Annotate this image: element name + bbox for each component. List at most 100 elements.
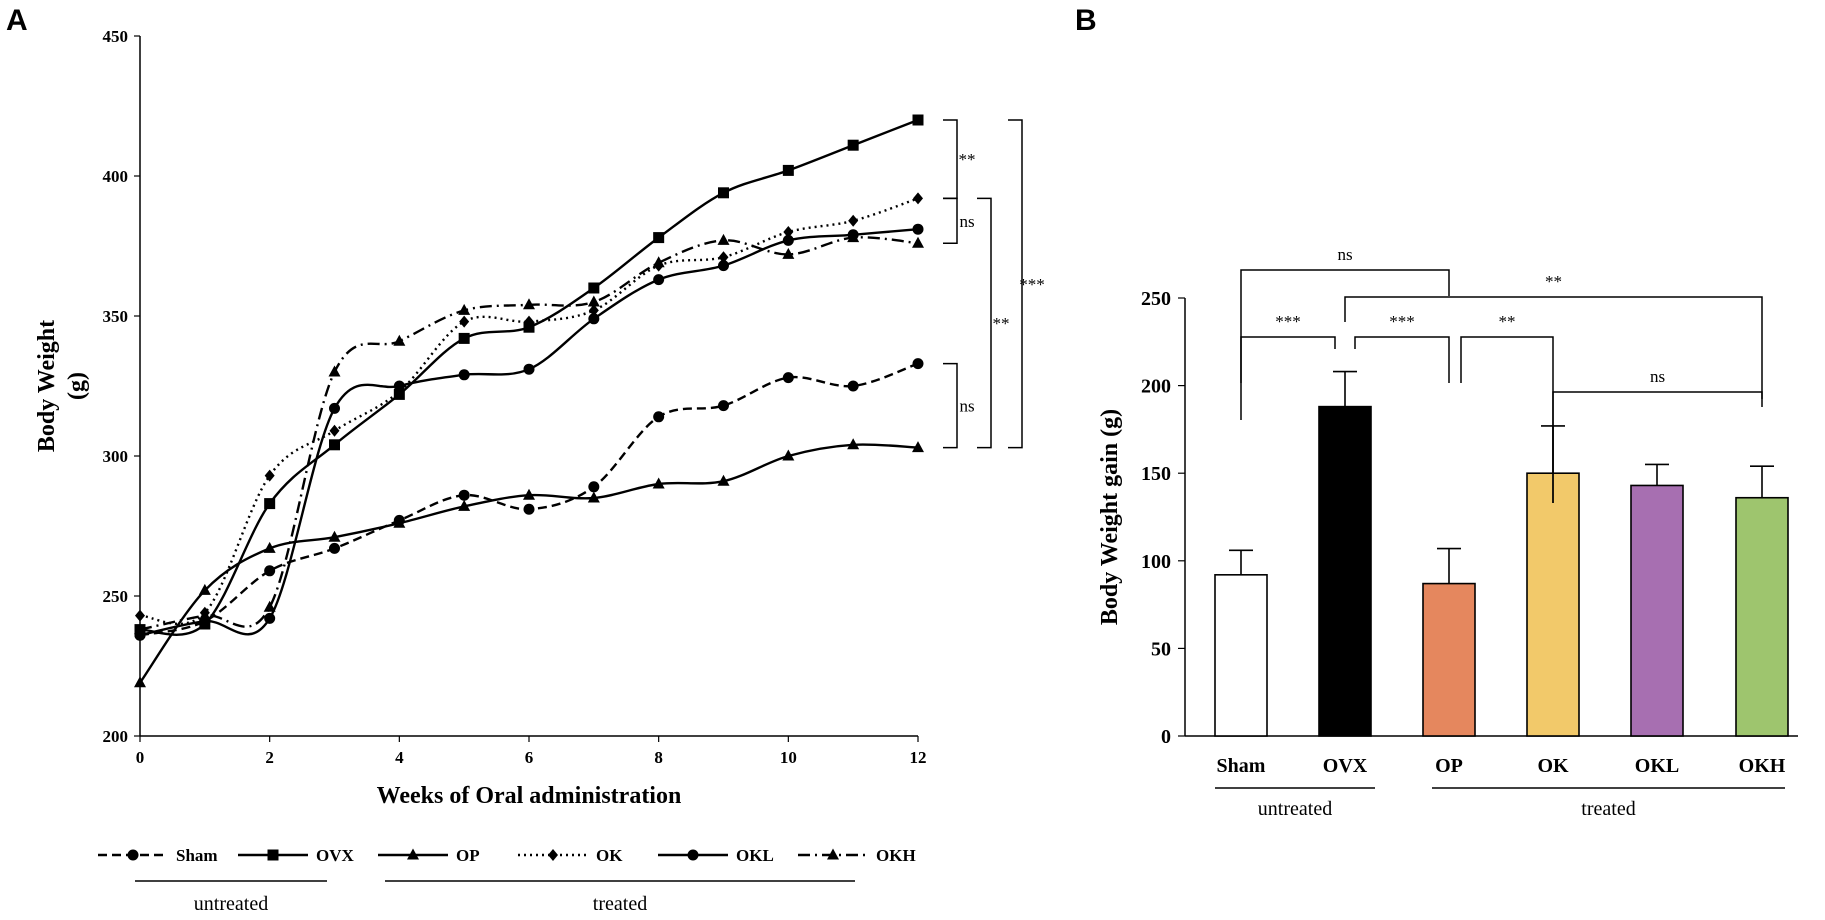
legend-ovx-label: OVX [316, 846, 355, 865]
series-okh-point [587, 295, 600, 307]
series-op-point [134, 676, 146, 688]
series-okh-point [523, 298, 535, 310]
y-axis-title-line: (g) [64, 372, 90, 400]
legend-okh-marker [827, 848, 839, 860]
x-tick-label-ovx: OVX [1323, 755, 1368, 777]
y-tick-label: 450 [103, 27, 129, 46]
bar-sham [1214, 574, 1268, 737]
series-ok-point [913, 192, 923, 205]
series-okh-point [458, 303, 471, 315]
series-okl-point [393, 380, 405, 392]
significance-label: ns [959, 212, 974, 231]
panel-a-line-chart: 200 250 300 350 400 450 0 2 4 6 8 10 12 Weeks of Oral… [34, 27, 1045, 915]
series-ovx-point [653, 232, 665, 244]
series-ovx-point [329, 439, 340, 451]
y-tick-label: 50 [1151, 638, 1171, 660]
significance-bracket [943, 119, 958, 200]
legend-group-untreated-label: untreated [194, 893, 268, 915]
series-sham-point [458, 489, 470, 501]
series-ok-point [459, 315, 470, 328]
x-tick-label: 2 [265, 748, 274, 767]
series-op-point [393, 516, 406, 528]
series-sham-point [653, 411, 665, 423]
series-okh-point [847, 231, 860, 243]
significance-label: *** [1019, 275, 1045, 294]
series-sham-point [329, 542, 340, 554]
series-op-point [587, 491, 600, 503]
series-ok-point [848, 214, 859, 227]
series-okh-point [782, 247, 795, 259]
x-tick-label: 8 [654, 748, 663, 767]
series-okl-point [458, 369, 470, 381]
series-ok-point [135, 609, 145, 622]
panel-b-label: B [1075, 4, 1097, 37]
series-ovx-point [264, 498, 276, 510]
series-op-point [912, 441, 924, 453]
legend-group-treated-label: treated [593, 893, 647, 915]
significance-label: ** [993, 314, 1010, 333]
significance-bracket [943, 197, 958, 244]
series-okh-point [717, 233, 730, 245]
series-sham-point [782, 372, 794, 384]
series-op-point [847, 438, 860, 450]
y-tick-label: 350 [103, 307, 129, 326]
series-ok-point [329, 424, 340, 437]
significance-bracket [1344, 296, 1763, 399]
series-ovx-point [458, 332, 470, 344]
x-tick-label-okl: OKL [1635, 755, 1679, 777]
y-tick-label: 300 [103, 447, 129, 466]
x-tick-label-ok: OK [1537, 755, 1569, 777]
significance-bracket [1240, 336, 1336, 383]
series-okl-point [718, 260, 729, 272]
significance-label: ns [1337, 245, 1352, 264]
series-op-point [782, 449, 795, 461]
series-ovx-line [139, 118, 919, 636]
series-op-point [652, 477, 665, 489]
y-tick-label: 150 [1141, 463, 1171, 485]
series-sham-point [912, 358, 924, 370]
series-op-point [523, 488, 535, 500]
series-ok-point [783, 226, 794, 238]
legend-okl-marker [687, 849, 699, 861]
significance-label: *** [1275, 312, 1301, 331]
panel-a-label: A [6, 4, 28, 37]
y-axis-title: Body Weight (g) [34, 320, 90, 452]
significance-label: *** [1389, 312, 1415, 331]
x-axis-title: Weeks of Oral administration [377, 783, 682, 809]
x-tick-label: 10 [780, 748, 797, 767]
bar-okh [1735, 496, 1789, 737]
series-okl-point [264, 612, 276, 624]
y-axis-title-line: Body Weight [34, 320, 60, 452]
x-tick-label-okh: OKH [1739, 755, 1786, 777]
series-ovx-point [782, 164, 794, 176]
series-sham-point [264, 565, 276, 577]
series-op-point [263, 541, 276, 553]
series-sham-point [718, 400, 729, 412]
legend-ovx-marker [267, 849, 279, 861]
series-okh-point [134, 623, 146, 635]
series-okh-point [912, 236, 924, 248]
series-okl-point [329, 402, 340, 414]
series-okl-point [523, 363, 535, 375]
series-ok-point [524, 315, 534, 328]
series-sham-point [588, 481, 600, 493]
series-ovx-point [588, 282, 600, 294]
significance-label: ns [959, 397, 974, 416]
series-okl-line [139, 228, 919, 637]
legend-ok-label: OK [596, 846, 623, 865]
series-okh-point [393, 334, 406, 346]
legend-op-label: OP [456, 846, 480, 865]
series-okl-point [653, 274, 665, 286]
series-ovx-point [847, 139, 859, 151]
legend-okl-label: OKL [736, 846, 774, 865]
y-tick-label: 250 [103, 587, 129, 606]
series-okh-line [139, 236, 919, 631]
series-op-point [717, 474, 730, 486]
y-tick-label: 250 [1141, 288, 1171, 310]
bar-op [1422, 582, 1476, 737]
series-ovx-point [912, 114, 924, 126]
series-op-line [139, 443, 919, 684]
series-okl-point [912, 223, 924, 235]
panel-b-bar-chart: 0 50 100 150 200 250 Body Weight gain (g) Sham O… [1097, 245, 1798, 820]
